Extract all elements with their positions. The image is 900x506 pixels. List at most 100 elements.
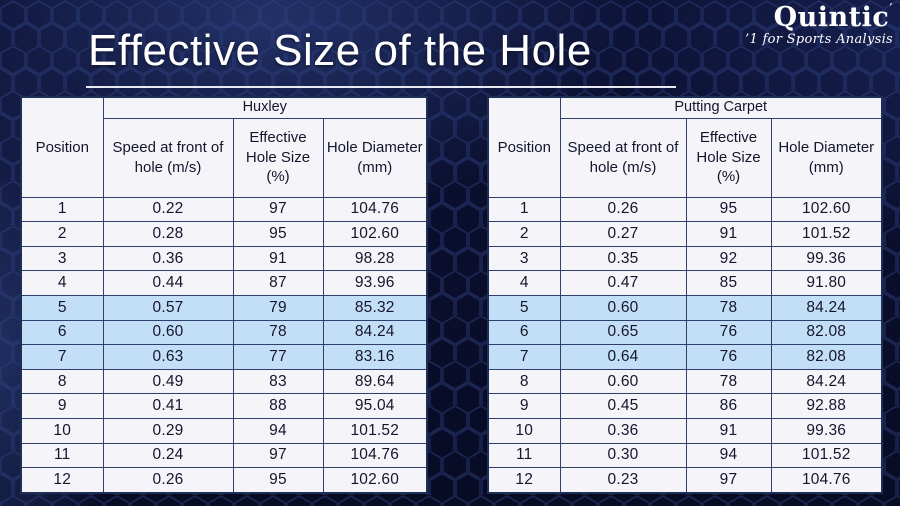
table-row: 8 0.49 83 89.64 bbox=[20, 368, 428, 395]
value-cell: 82.08 bbox=[770, 319, 883, 346]
value-cell: 79 bbox=[232, 294, 324, 321]
value-cell: 0.24 bbox=[102, 442, 234, 469]
column-header-hole-diameter: Hole Diameter (mm) bbox=[770, 117, 883, 198]
value-cell: 78 bbox=[685, 294, 772, 321]
position-cell: 1 bbox=[20, 196, 104, 223]
value-cell: 104.76 bbox=[322, 442, 428, 469]
value-cell: 0.57 bbox=[102, 294, 234, 321]
value-cell: 104.76 bbox=[770, 467, 883, 494]
value-cell: 0.60 bbox=[559, 294, 687, 321]
column-header-position: Position bbox=[487, 96, 561, 198]
value-cell: 84.24 bbox=[770, 294, 883, 321]
value-cell: 91 bbox=[685, 221, 772, 247]
value-cell: 95 bbox=[232, 221, 324, 247]
value-cell: 84.24 bbox=[770, 368, 883, 395]
value-cell: 84.24 bbox=[322, 319, 428, 346]
value-cell: 0.64 bbox=[559, 344, 687, 370]
table-row: 6 0.65 76 82.08 bbox=[487, 319, 883, 346]
value-cell: 91 bbox=[685, 417, 772, 444]
value-cell: 0.27 bbox=[559, 221, 687, 247]
value-cell: 91 bbox=[232, 245, 324, 272]
value-cell: 0.26 bbox=[102, 467, 234, 494]
table-row: 10 0.29 94 101.52 bbox=[20, 417, 428, 444]
huxley-table: Position Huxley Speed at front of hole (… bbox=[20, 96, 428, 494]
table-row: 9 0.45 86 92.88 bbox=[487, 393, 883, 419]
value-cell: 92.88 bbox=[770, 393, 883, 419]
value-cell: 92 bbox=[685, 245, 772, 272]
table-group-header-putting-carpet: Putting Carpet bbox=[559, 96, 883, 119]
value-cell: 88 bbox=[232, 393, 324, 419]
value-cell: 91.80 bbox=[770, 270, 883, 296]
logo-brand: Quintic’ bbox=[773, 2, 893, 33]
value-cell: 95.04 bbox=[322, 393, 428, 419]
value-cell: 101.52 bbox=[770, 221, 883, 247]
table-row: 6 0.60 78 84.24 bbox=[20, 319, 428, 346]
value-cell: 93.96 bbox=[322, 270, 428, 296]
value-cell: 98.28 bbox=[322, 245, 428, 272]
position-cell: 10 bbox=[20, 417, 104, 444]
table-group-row: Position Huxley bbox=[20, 96, 428, 198]
column-header-effective-hole-size: Effective Hole Size (%) bbox=[685, 117, 772, 198]
value-cell: 0.23 bbox=[559, 467, 687, 494]
value-cell: 0.30 bbox=[559, 442, 687, 469]
position-cell: 1 bbox=[487, 196, 561, 223]
position-cell: 2 bbox=[487, 221, 561, 247]
column-header-speed: Speed at front of hole (m/s) bbox=[102, 117, 234, 198]
table-row: 9 0.41 88 95.04 bbox=[20, 393, 428, 419]
column-header-effective-hole-size: Effective Hole Size (%) bbox=[232, 117, 324, 198]
column-header-position: Position bbox=[20, 96, 104, 198]
table-row: 8 0.60 78 84.24 bbox=[487, 368, 883, 395]
value-cell: 0.60 bbox=[559, 368, 687, 395]
value-cell: 0.63 bbox=[102, 344, 234, 370]
position-cell: 3 bbox=[20, 245, 104, 272]
position-cell: 4 bbox=[20, 270, 104, 296]
position-cell: 8 bbox=[487, 368, 561, 395]
position-cell: 12 bbox=[487, 467, 561, 494]
position-cell: 5 bbox=[20, 294, 104, 321]
position-cell: 12 bbox=[20, 467, 104, 494]
position-cell: 9 bbox=[487, 393, 561, 419]
table-row: 5 0.60 78 84.24 bbox=[487, 294, 883, 321]
putting-carpet-table: Position Putting Carpet Speed at front o… bbox=[487, 96, 883, 494]
table-row: 12 0.23 97 104.76 bbox=[487, 467, 883, 494]
table-row: 10 0.36 91 99.36 bbox=[487, 417, 883, 444]
value-cell: 0.35 bbox=[559, 245, 687, 272]
value-cell: 85.32 bbox=[322, 294, 428, 321]
title-underline bbox=[86, 86, 676, 88]
value-cell: 0.44 bbox=[102, 270, 234, 296]
position-cell: 10 bbox=[487, 417, 561, 444]
table-row: 2 0.27 91 101.52 bbox=[487, 221, 883, 247]
position-cell: 9 bbox=[20, 393, 104, 419]
table-row: 4 0.44 87 93.96 bbox=[20, 270, 428, 296]
value-cell: 0.36 bbox=[102, 245, 234, 272]
column-header-speed: Speed at front of hole (m/s) bbox=[559, 117, 687, 198]
value-cell: 0.26 bbox=[559, 196, 687, 223]
value-cell: 0.65 bbox=[559, 319, 687, 346]
table-row: 5 0.57 79 85.32 bbox=[20, 294, 428, 321]
value-cell: 97 bbox=[232, 442, 324, 469]
logo-tagline: ’1 for Sports Analysis bbox=[745, 32, 893, 48]
value-cell: 102.60 bbox=[770, 196, 883, 223]
value-cell: 0.22 bbox=[102, 196, 234, 223]
value-cell: 76 bbox=[685, 344, 772, 370]
position-cell: 8 bbox=[20, 368, 104, 395]
value-cell: 87 bbox=[232, 270, 324, 296]
table-row: 3 0.36 91 98.28 bbox=[20, 245, 428, 272]
value-cell: 0.36 bbox=[559, 417, 687, 444]
position-cell: 11 bbox=[20, 442, 104, 469]
position-cell: 2 bbox=[20, 221, 104, 247]
value-cell: 77 bbox=[232, 344, 324, 370]
value-cell: 85 bbox=[685, 270, 772, 296]
value-cell: 99.36 bbox=[770, 245, 883, 272]
value-cell: 95 bbox=[232, 467, 324, 494]
table-row: 7 0.64 76 82.08 bbox=[487, 344, 883, 370]
value-cell: 83.16 bbox=[322, 344, 428, 370]
position-cell: 7 bbox=[20, 344, 104, 370]
column-header-hole-diameter: Hole Diameter (mm) bbox=[322, 117, 428, 198]
table-column-header-row: Speed at front of hole (m/s) Effective H… bbox=[488, 117, 883, 198]
value-cell: 102.60 bbox=[322, 221, 428, 247]
table-row: 12 0.26 95 102.60 bbox=[20, 467, 428, 494]
value-cell: 102.60 bbox=[322, 467, 428, 494]
table-group-row: Position Putting Carpet bbox=[487, 96, 883, 198]
